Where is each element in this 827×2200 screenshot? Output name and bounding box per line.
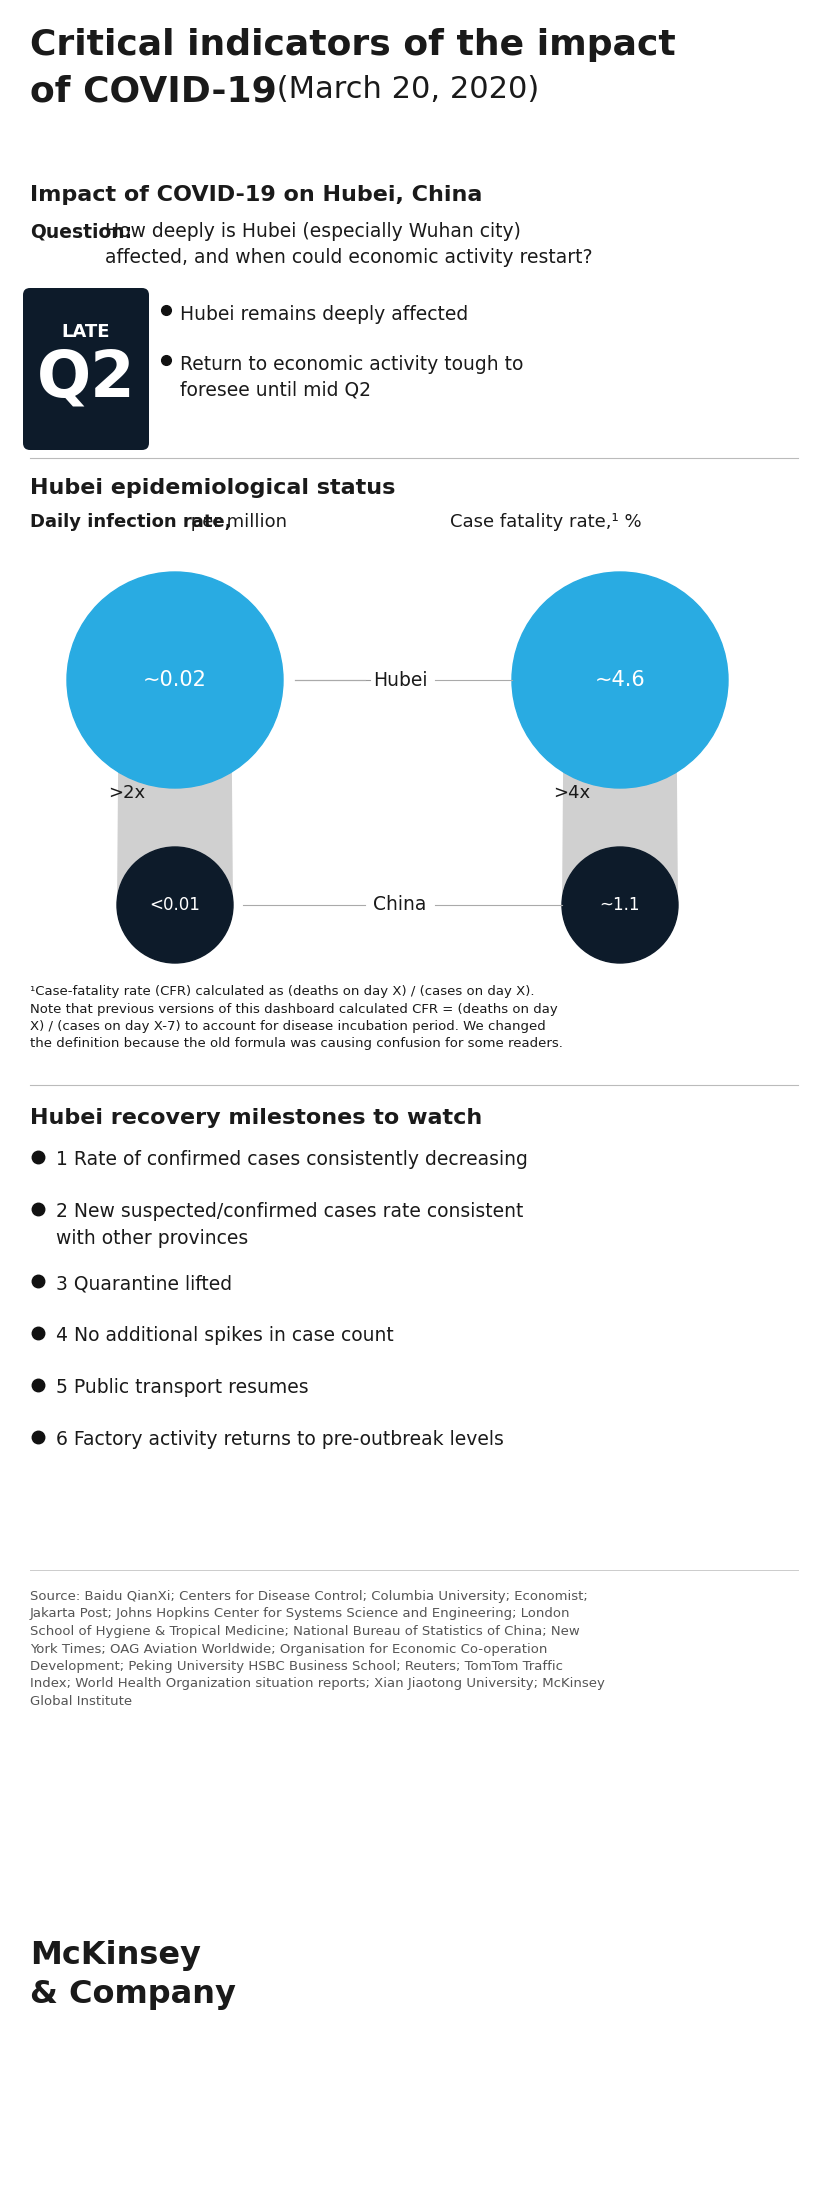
Text: <0.01: <0.01 (150, 895, 200, 913)
Text: Critical indicators of the impact: Critical indicators of the impact (30, 29, 675, 62)
Circle shape (117, 847, 232, 964)
Text: (March 20, 2020): (March 20, 2020) (266, 75, 538, 103)
Text: per million: per million (184, 513, 287, 530)
Circle shape (511, 572, 727, 788)
Text: of COVID-19: of COVID-19 (30, 75, 276, 110)
Text: LATE: LATE (62, 323, 110, 341)
Text: McKinsey
& Company: McKinsey & Company (30, 1940, 236, 2011)
Text: Hubei remains deeply affected: Hubei remains deeply affected (179, 306, 468, 323)
Text: Q2: Q2 (36, 348, 135, 409)
Text: Return to economic activity tough to
foresee until mid Q2: Return to economic activity tough to for… (179, 354, 523, 400)
Text: Daily infection rate,: Daily infection rate, (30, 513, 232, 530)
Text: China: China (373, 895, 426, 915)
Text: ​6 Factory activity returns to pre-outbreak levels: ​6 Factory activity returns to pre-outbr… (56, 1430, 504, 1450)
Text: ​1 Rate of confirmed cases consistently decreasing: ​1 Rate of confirmed cases consistently … (56, 1151, 528, 1168)
Text: ​5 Public transport resumes: ​5 Public transport resumes (56, 1377, 308, 1397)
Text: ~4.6: ~4.6 (594, 671, 644, 691)
Text: Impact of COVID-19 on Hubei, China: Impact of COVID-19 on Hubei, China (30, 185, 482, 205)
Polygon shape (562, 680, 677, 904)
Polygon shape (117, 680, 232, 904)
Text: Source: Baidu QianXi; Centers for Disease Control; Columbia University; Economis: Source: Baidu QianXi; Centers for Diseas… (30, 1591, 605, 1707)
Text: >2x: >2x (108, 783, 145, 801)
Text: Question:: Question: (30, 222, 132, 242)
Text: ​2 New suspected/confirmed cases rate consistent
with other provinces: ​2 New suspected/confirmed cases rate co… (56, 1201, 523, 1247)
Text: ~0.02: ~0.02 (143, 671, 207, 691)
Text: Hubei: Hubei (372, 671, 427, 689)
Text: Hubei epidemiological status: Hubei epidemiological status (30, 477, 395, 497)
Text: How deeply is Hubei (especially Wuhan city)
affected, and when could economic ac: How deeply is Hubei (especially Wuhan ci… (105, 222, 592, 266)
Text: Case fatality rate,¹ %: Case fatality rate,¹ % (449, 513, 641, 530)
Text: Hubei recovery milestones to watch: Hubei recovery milestones to watch (30, 1109, 481, 1129)
Text: ~1.1: ~1.1 (599, 895, 639, 913)
Text: ​3 Quarantine lifted: ​3 Quarantine lifted (56, 1274, 232, 1294)
Text: ​4 No additional spikes in case count: ​4 No additional spikes in case count (56, 1327, 394, 1344)
Text: ¹Case-fatality rate (CFR) calculated as (deaths on day X) / (cases on day X).
No: ¹Case-fatality rate (CFR) calculated as … (30, 986, 562, 1052)
FancyBboxPatch shape (23, 288, 149, 451)
Text: >4x: >4x (552, 783, 590, 801)
Circle shape (67, 572, 283, 788)
Circle shape (562, 847, 677, 964)
